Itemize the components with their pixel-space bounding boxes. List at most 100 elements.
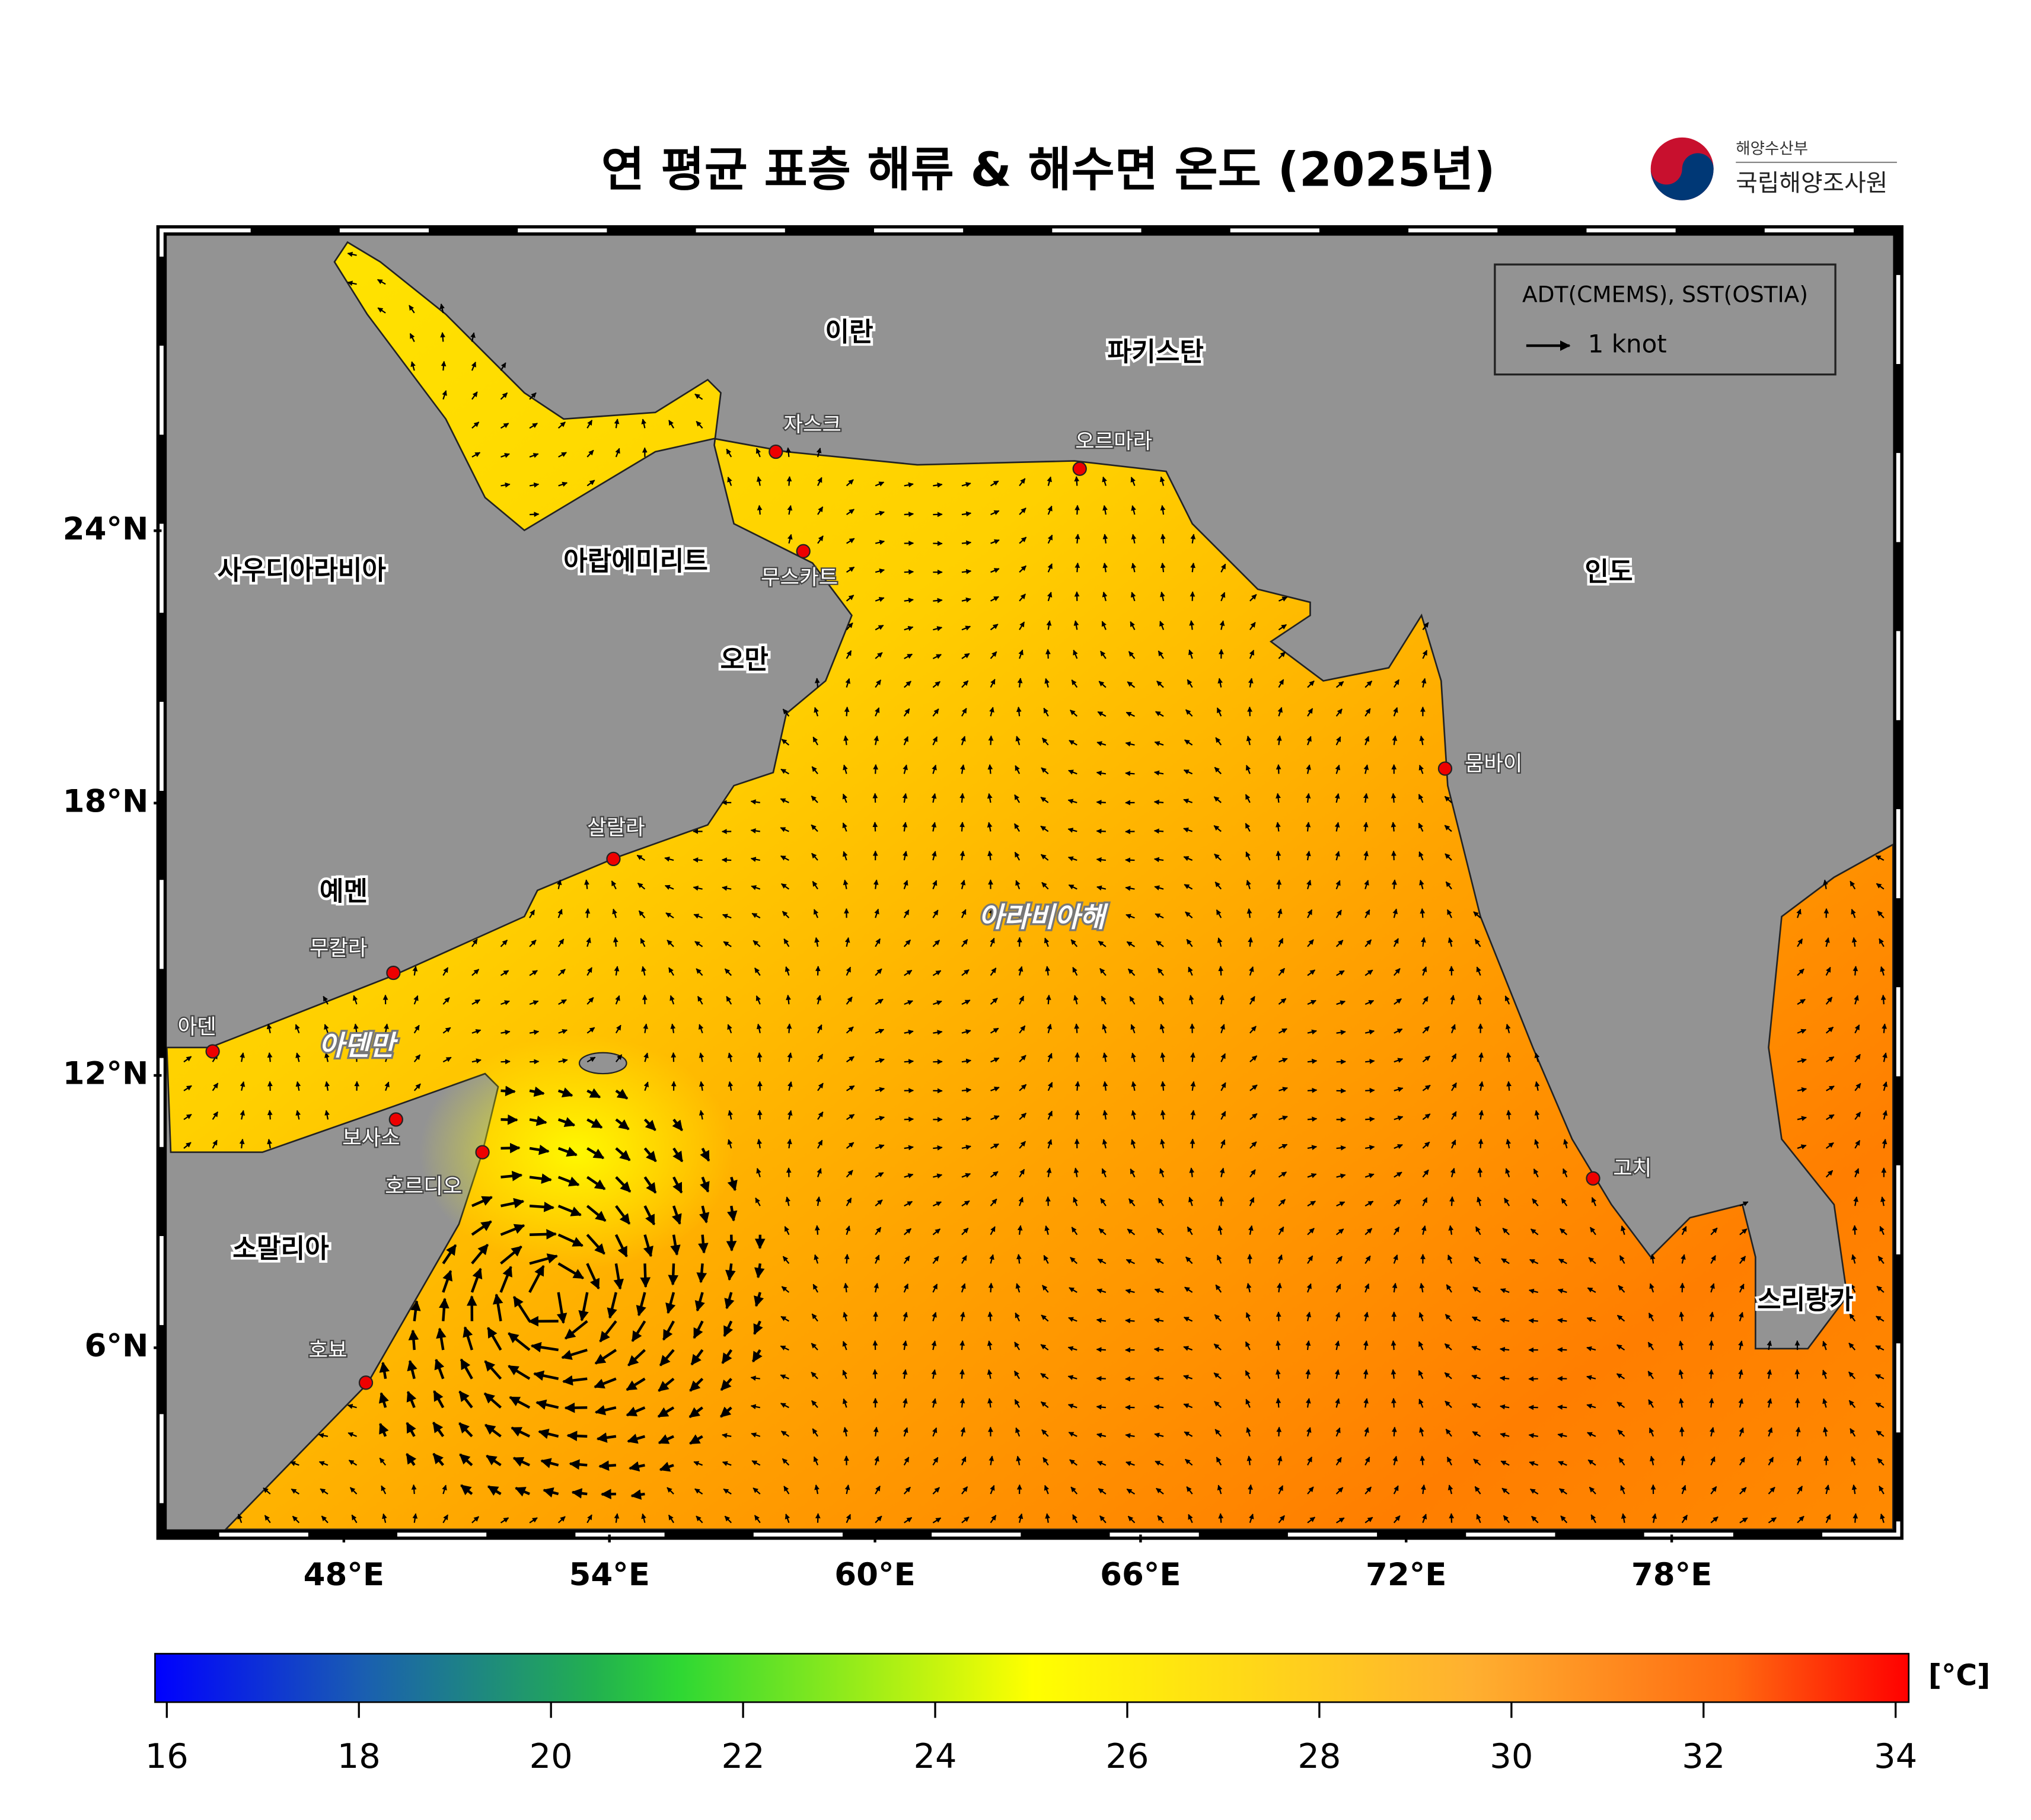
current-arrow	[1019, 537, 1027, 544]
current-arrow	[1364, 736, 1370, 746]
current-arrow	[1854, 995, 1859, 1005]
current-arrow	[1130, 1168, 1136, 1178]
current-arrow	[1307, 1145, 1318, 1150]
current-arrow	[1306, 736, 1312, 746]
current-arrow	[1335, 940, 1344, 947]
current-arrow	[1444, 796, 1452, 803]
current-arrow	[500, 392, 508, 400]
current-arrow	[643, 1147, 657, 1163]
current-arrow	[755, 1197, 761, 1206]
current-arrow	[470, 332, 476, 342]
current-arrow	[902, 822, 908, 832]
current-arrow	[324, 1024, 329, 1033]
current-arrow	[932, 880, 938, 890]
current-arrow	[1096, 828, 1106, 834]
current-arrow	[1448, 1225, 1454, 1235]
current-arrow	[1335, 1256, 1343, 1265]
current-arrow	[1278, 1199, 1286, 1206]
current-arrow	[569, 1459, 588, 1470]
current-arrow	[1278, 1144, 1288, 1149]
current-arrow	[722, 914, 732, 919]
current-arrow	[1072, 966, 1078, 976]
agency: 국립해양조사원	[1736, 170, 1887, 197]
current-arrow	[1154, 1288, 1164, 1294]
current-arrow	[1096, 857, 1107, 863]
current-arrow	[1218, 966, 1224, 976]
current-arrow	[1422, 1113, 1431, 1120]
current-arrow	[1679, 1311, 1685, 1321]
current-arrow	[1278, 968, 1286, 976]
current-arrow	[694, 1292, 705, 1312]
current-arrow	[875, 624, 884, 631]
agency-top: 해양수산부	[1736, 139, 1808, 158]
current-arrow	[875, 1254, 880, 1264]
current-arrow	[500, 940, 508, 947]
current-arrow	[1473, 911, 1481, 919]
current-arrow	[1528, 1318, 1538, 1324]
current-arrow	[1047, 476, 1052, 486]
current-arrow	[932, 1283, 938, 1293]
current-arrow	[1650, 1254, 1656, 1264]
current-arrow	[487, 1327, 502, 1351]
current-arrow	[1184, 1286, 1193, 1293]
current-arrow	[780, 855, 789, 861]
current-arrow	[1073, 995, 1079, 1005]
current-arrow	[529, 970, 538, 976]
current-arrow	[1364, 880, 1369, 890]
current-arrow	[1739, 1283, 1745, 1293]
current-arrow	[817, 506, 824, 515]
current-arrow	[1019, 1112, 1027, 1120]
current-arrow	[529, 1115, 547, 1126]
current-arrow	[1530, 1228, 1539, 1235]
current-arrow	[1879, 1225, 1885, 1235]
current-arrow	[1100, 650, 1107, 659]
current-arrow	[817, 1083, 824, 1091]
current-arrow	[902, 793, 908, 803]
current-arrow	[529, 482, 540, 488]
current-arrow	[1128, 1198, 1136, 1206]
current-arrow	[1363, 822, 1369, 832]
current-arrow	[961, 1000, 971, 1005]
current-arrow	[1880, 994, 1886, 1005]
current-arrow	[1854, 1168, 1860, 1177]
current-arrow	[728, 1052, 733, 1062]
current-arrow	[783, 938, 790, 947]
current-arrow	[1131, 1110, 1137, 1120]
lat-tick-label: 18°N	[63, 783, 149, 819]
lon-tick-label: 72°E	[1366, 1557, 1446, 1593]
current-arrow	[1505, 1168, 1510, 1177]
current-arrow	[1047, 505, 1053, 515]
current-arrow	[961, 1200, 970, 1207]
current-arrow	[787, 1052, 793, 1062]
current-arrow	[471, 361, 476, 371]
current-arrow	[1474, 938, 1481, 947]
current-arrow	[1189, 1167, 1195, 1177]
current-arrow	[1125, 1318, 1135, 1324]
current-arrow	[1125, 857, 1135, 863]
current-arrow	[990, 1226, 996, 1235]
current-arrow	[1188, 995, 1194, 1005]
current-arrow	[500, 1114, 518, 1125]
current-arrow	[1475, 1226, 1481, 1235]
current-arrow	[1217, 937, 1223, 947]
current-arrow	[659, 1349, 675, 1366]
current-arrow	[1097, 1258, 1107, 1265]
city-label: 고치	[1613, 1156, 1651, 1180]
current-arrow	[903, 708, 910, 717]
current-arrow	[754, 968, 761, 976]
current-arrow	[643, 1176, 657, 1194]
current-arrow	[1421, 1225, 1427, 1235]
current-arrow	[903, 880, 908, 890]
current-arrow	[471, 969, 480, 976]
current-arrow	[1305, 822, 1311, 832]
island	[578, 1052, 627, 1075]
current-arrow	[1100, 1198, 1107, 1206]
current-arrow	[1854, 1053, 1861, 1062]
current-arrow	[1422, 1026, 1430, 1034]
current-arrow	[696, 420, 703, 429]
current-arrow	[990, 596, 999, 602]
current-arrow	[1246, 1282, 1252, 1293]
current-arrow	[1854, 1024, 1860, 1034]
current-arrow	[961, 511, 972, 517]
current-arrow	[875, 968, 882, 976]
